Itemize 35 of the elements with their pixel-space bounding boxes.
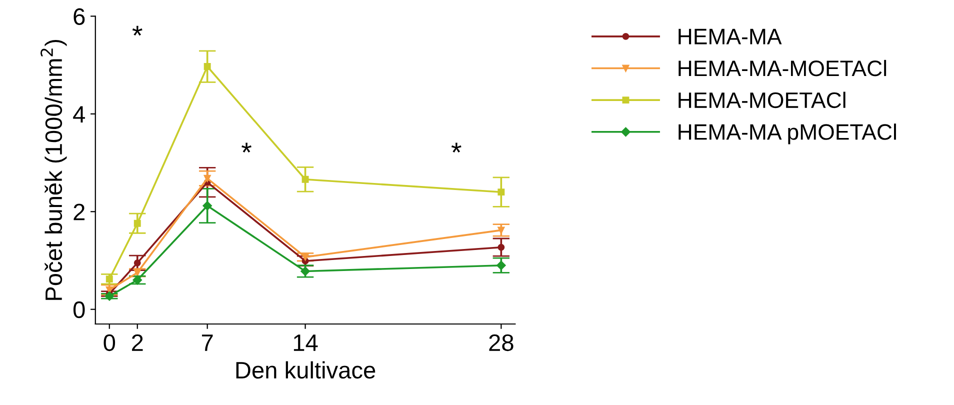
annotation: * xyxy=(451,142,462,153)
annotation: * xyxy=(242,142,252,153)
x-tick-label: 14 xyxy=(294,334,318,351)
point xyxy=(498,188,505,196)
point xyxy=(134,220,141,227)
point xyxy=(204,63,211,70)
point xyxy=(302,254,309,261)
point xyxy=(496,260,506,270)
point xyxy=(300,266,310,276)
y-axis-title: Počet buněk (1000/mm$^{2}$) xyxy=(40,40,67,300)
point xyxy=(134,259,141,266)
point xyxy=(132,275,142,285)
legend-label: HEMA-MA-MOETACl xyxy=(678,60,886,76)
legend-label: HEMA-MA xyxy=(678,28,782,44)
x-axis-title: Den kultivace xyxy=(236,361,376,379)
y-tick-label: 2 xyxy=(74,204,84,220)
point xyxy=(498,226,505,234)
y-tick-label: 6 xyxy=(74,8,85,25)
annotation: * xyxy=(132,26,142,36)
point xyxy=(106,286,113,294)
y-tick-label: 0 xyxy=(73,301,85,318)
point xyxy=(106,276,113,283)
point xyxy=(134,269,141,276)
x-tick-label: 28 xyxy=(489,334,514,352)
point xyxy=(498,244,505,251)
legend-label: HEMA-MA pMOETACl xyxy=(678,124,896,144)
point xyxy=(302,176,309,183)
x-tick-label: 0 xyxy=(104,334,116,352)
point xyxy=(202,201,212,210)
point xyxy=(104,292,114,301)
legend-label: HEMA-MOETACl xyxy=(678,92,846,108)
y-tick-label: 4 xyxy=(73,106,85,122)
x-tick-label: 7 xyxy=(202,334,213,351)
x-tick-label: 2 xyxy=(132,334,143,351)
point xyxy=(204,174,211,182)
